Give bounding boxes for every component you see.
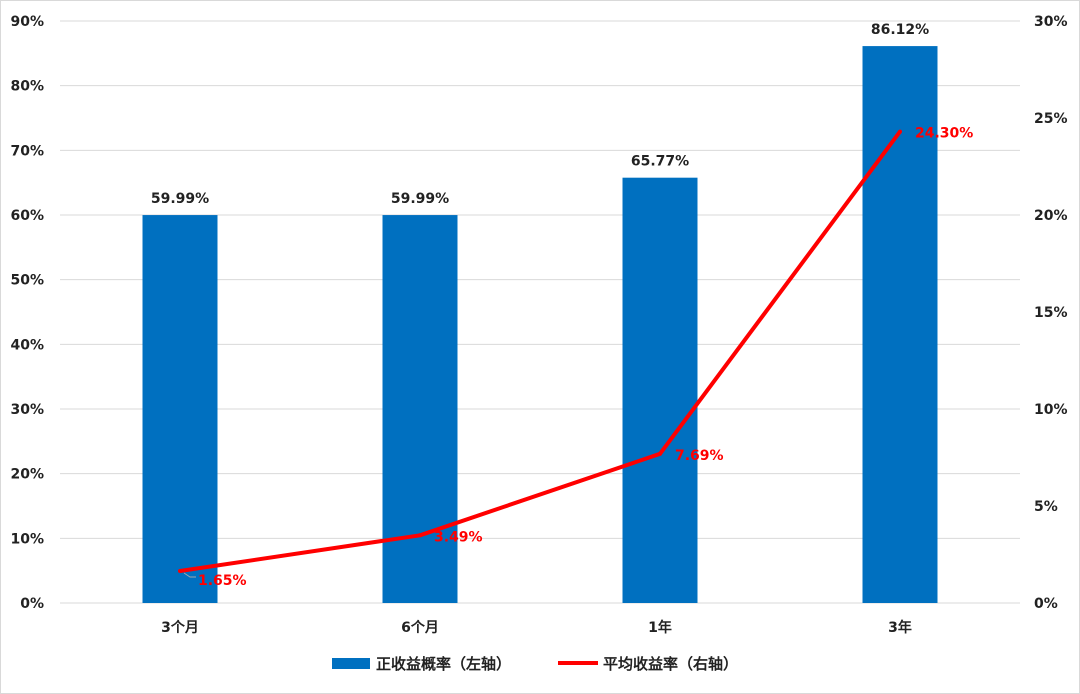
right-tick-label: 25% (1034, 111, 1068, 127)
left-tick-label: 0% (20, 596, 44, 612)
left-tick-label: 70% (10, 143, 44, 159)
bar-data-labels: 59.99% 59.99% 65.77% 86.12% (151, 22, 929, 207)
bar (862, 46, 938, 603)
label-leader-line (183, 572, 196, 578)
line-point (178, 568, 182, 573)
category-label: 6个月 (401, 619, 439, 636)
category-labels: 3个月 6个月 1年 3年 (161, 619, 912, 636)
legend-label-bar: 正收益概率（左轴） (376, 655, 511, 673)
line-data-label: 1.65% (198, 573, 247, 589)
left-tick-label: 10% (10, 531, 44, 547)
gridlines (60, 20, 1020, 604)
line-point (898, 129, 902, 134)
bar-data-label: 59.99% (151, 191, 209, 207)
left-tick-label: 50% (10, 273, 44, 289)
line-data-labels: 1.65% 3.49% 7.69% 24.30% (198, 126, 973, 589)
legend: 正收益概率（左轴） 平均收益率（右轴） (332, 655, 738, 673)
legend-label-line: 平均收益率（右轴） (603, 655, 738, 673)
line-data-label: 24.30% (915, 126, 973, 142)
right-tick-label: 10% (1034, 402, 1068, 418)
bar (142, 215, 218, 603)
left-tick-label: 20% (10, 467, 44, 483)
left-axis-ticks: 0% 10% 20% 30% 40% 50% 60% 70% 80% 90% (10, 14, 44, 612)
bar-series (142, 46, 938, 604)
line-data-label: 7.69% (675, 448, 724, 464)
right-axis-ticks: 0% 5% 10% 15% 20% 25% 30% (1034, 14, 1068, 612)
bar-data-label: 65.77% (631, 154, 689, 170)
category-label: 3年 (888, 619, 912, 636)
left-tick-label: 80% (10, 79, 44, 95)
right-tick-label: 0% (1034, 596, 1058, 612)
right-tick-label: 15% (1034, 305, 1068, 321)
bar-data-label: 59.99% (391, 191, 449, 207)
line-series (178, 129, 902, 578)
line-point (418, 533, 422, 538)
category-label: 1年 (648, 619, 672, 636)
right-tick-label: 30% (1034, 14, 1068, 30)
legend-swatch-bar (332, 658, 370, 669)
right-tick-label: 20% (1034, 208, 1068, 224)
line-data-label: 3.49% (434, 529, 483, 545)
bar-data-label: 86.12% (871, 22, 929, 38)
left-tick-label: 40% (10, 337, 44, 353)
line-point (658, 451, 662, 456)
left-tick-label: 30% (10, 402, 44, 418)
right-tick-label: 5% (1034, 499, 1058, 515)
category-label: 3个月 (161, 619, 199, 636)
left-tick-label: 60% (10, 208, 44, 224)
bar (622, 177, 698, 604)
series-line (179, 130, 902, 573)
left-tick-label: 90% (10, 14, 44, 30)
